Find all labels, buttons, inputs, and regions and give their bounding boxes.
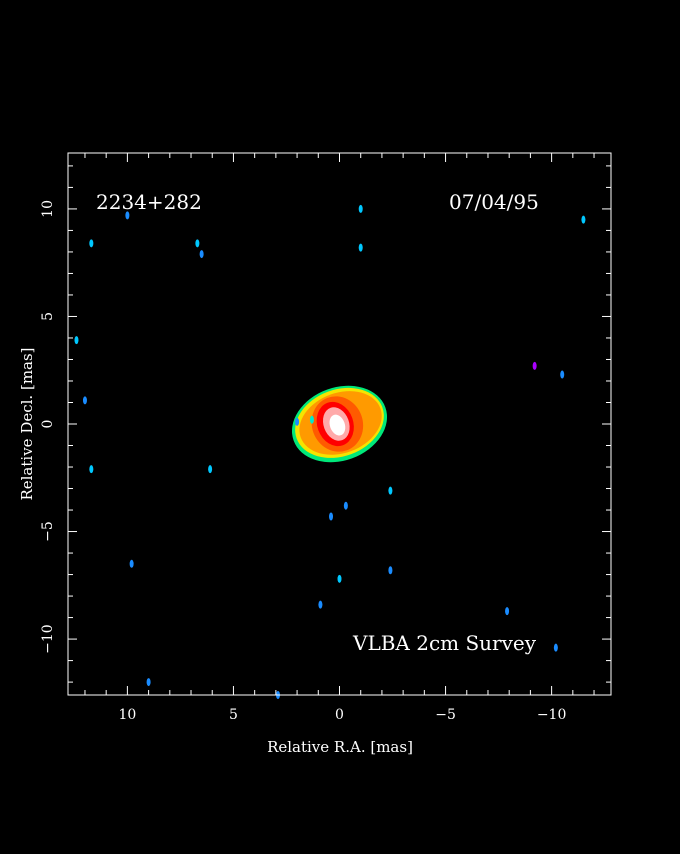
x-tick-label: 10 <box>118 707 136 723</box>
emission-speckle <box>295 417 300 426</box>
emission-speckle <box>388 486 393 495</box>
x-tick-label: −10 <box>537 707 567 723</box>
emission-speckle <box>89 465 94 474</box>
emission-speckle <box>89 239 94 248</box>
emission-speckle <box>532 361 537 370</box>
emission-speckle <box>199 250 204 259</box>
emission-speckle <box>560 370 565 379</box>
source-name-label: 2234+282 <box>96 190 202 214</box>
emission-speckle <box>553 643 558 652</box>
observation-date-label: 07/04/95 <box>449 190 539 214</box>
y-tick-label: −10 <box>40 624 56 654</box>
emission-speckle <box>125 211 130 220</box>
emission-speckle <box>208 465 213 474</box>
emission-speckle <box>329 512 334 521</box>
x-tick-label: 5 <box>229 707 238 723</box>
y-tick-label: 0 <box>40 420 56 429</box>
emission-layer <box>74 204 586 699</box>
x-tick-label: 0 <box>335 707 344 723</box>
emission-speckle <box>337 574 342 583</box>
survey-label: VLBA 2cm Survey <box>352 631 537 655</box>
emission-speckle <box>343 501 348 510</box>
emission-speckle <box>129 559 134 568</box>
tick-labels: 10 5 0 −5 −10 10 5 0 −5 −10 <box>40 200 566 723</box>
core-level-6 <box>329 414 346 436</box>
emission-speckle <box>358 243 363 252</box>
emission-speckle <box>581 215 586 224</box>
y-tick-label: 5 <box>40 312 56 321</box>
y-tick-label: 10 <box>40 200 56 218</box>
emission-speckle <box>146 678 151 687</box>
emission-speckle <box>388 566 393 575</box>
emission-speckle <box>195 239 200 248</box>
y-tick-label: −5 <box>40 521 56 542</box>
emission-speckle <box>318 600 323 609</box>
y-axis-title: Relative Decl. [mas] <box>18 347 36 500</box>
emission-speckle <box>358 204 363 213</box>
emission-speckle <box>82 396 87 405</box>
x-axis-title: Relative R.A. [mas] <box>267 738 413 756</box>
x-tick-label: −5 <box>435 707 456 723</box>
emission-speckle <box>74 336 79 345</box>
tick-marks <box>68 153 611 695</box>
emission-speckle <box>309 415 314 424</box>
emission-speckle <box>505 607 510 616</box>
